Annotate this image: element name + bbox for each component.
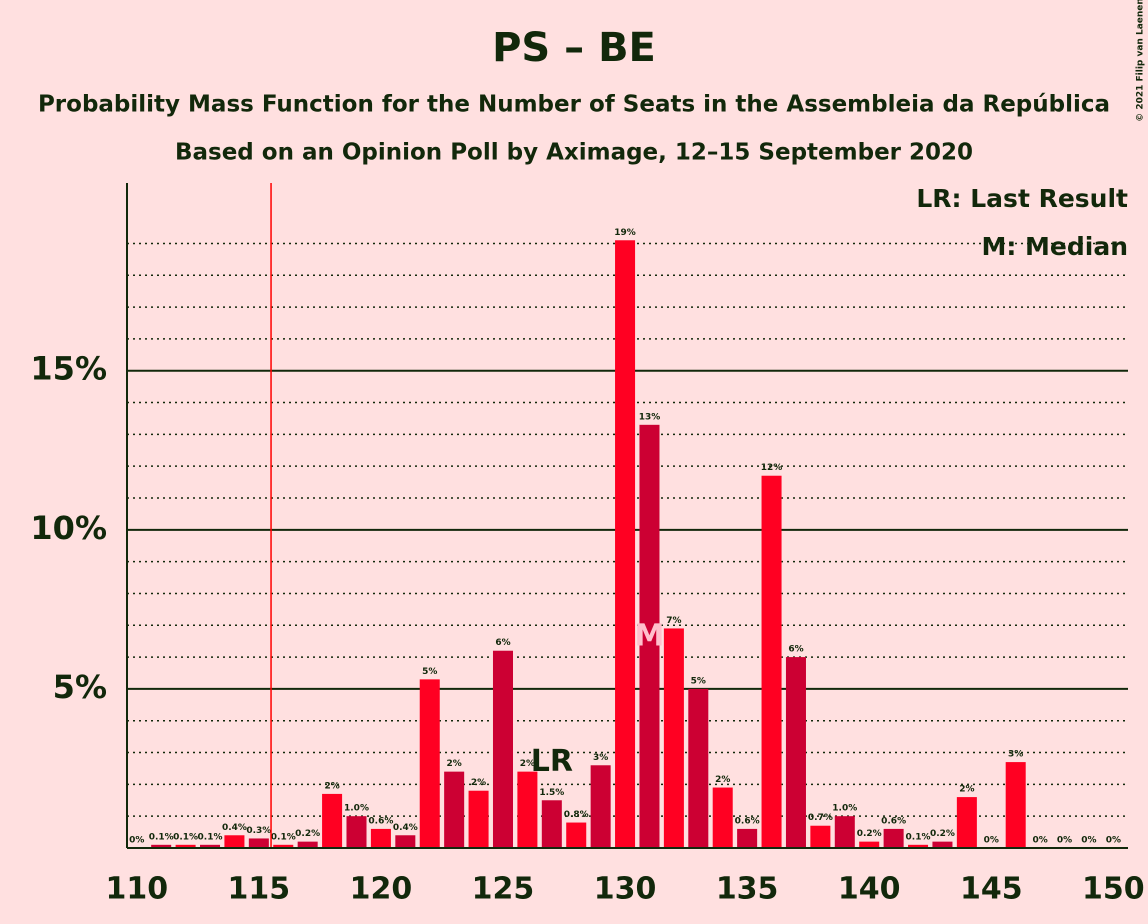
value-label: 0.8% xyxy=(564,810,589,820)
bar xyxy=(444,771,465,848)
value-label: 0% xyxy=(1057,836,1072,846)
bar xyxy=(322,793,343,848)
bar xyxy=(370,828,391,848)
chart-subtitle: Probability Mass Function for the Number… xyxy=(38,92,1110,118)
value-label: 0.1% xyxy=(173,832,198,842)
bar xyxy=(932,841,953,848)
bar xyxy=(541,800,562,848)
bar xyxy=(492,650,513,848)
value-label: 6% xyxy=(495,638,510,648)
value-label: 13% xyxy=(639,412,661,422)
value-label: 0.1% xyxy=(906,832,931,842)
value-label: 0.1% xyxy=(149,832,174,842)
value-label: 5% xyxy=(691,676,706,686)
value-label: 0.2% xyxy=(295,829,320,839)
bar xyxy=(639,424,660,848)
value-label: 0% xyxy=(984,836,999,846)
bar xyxy=(737,828,758,848)
annotation: M xyxy=(635,618,665,653)
value-label: 0% xyxy=(1032,836,1047,846)
x-tick-label: 120 xyxy=(350,872,413,907)
bar xyxy=(175,844,196,848)
value-label: 2% xyxy=(715,775,730,785)
x-tick-label: 125 xyxy=(472,872,535,907)
value-label: 2% xyxy=(959,785,974,795)
value-label: 0.6% xyxy=(735,816,760,826)
legend-entry: LR: Last Result xyxy=(916,184,1128,213)
copyright: © 2021 Filip van Laenen xyxy=(1136,0,1146,122)
value-label: 0% xyxy=(1106,836,1121,846)
x-tick-label: 150 xyxy=(1082,872,1145,907)
bar xyxy=(248,838,269,848)
bar xyxy=(468,790,489,848)
bar xyxy=(834,816,855,848)
x-tick-label: 140 xyxy=(838,872,901,907)
legend-entry: M: Median xyxy=(981,232,1128,261)
annotation: LR xyxy=(531,744,573,779)
x-tick-label: 110 xyxy=(105,872,168,907)
bar xyxy=(883,828,904,848)
value-label: 2% xyxy=(471,778,486,788)
value-label: 0.6% xyxy=(881,816,906,826)
value-label: 7% xyxy=(666,616,681,626)
value-label: 19% xyxy=(614,228,636,238)
bar xyxy=(908,844,929,848)
bar xyxy=(566,822,587,848)
bar xyxy=(688,688,709,848)
bar xyxy=(956,797,977,848)
value-label: 0.2% xyxy=(857,829,882,839)
bar xyxy=(346,816,367,848)
bar xyxy=(151,844,172,848)
bar xyxy=(199,844,221,848)
bar xyxy=(859,841,880,848)
bar xyxy=(395,835,416,848)
bar xyxy=(663,628,684,848)
value-label: 0.4% xyxy=(222,823,247,833)
y-tick-label: 15% xyxy=(30,350,107,388)
bar xyxy=(419,679,440,848)
value-label: 0.4% xyxy=(393,823,418,833)
value-label: 3% xyxy=(1008,750,1023,760)
value-label: 5% xyxy=(422,667,437,677)
value-label: 2% xyxy=(447,759,462,769)
value-label: 6% xyxy=(788,645,803,655)
y-tick-label: 10% xyxy=(30,509,107,547)
x-tick-label: 145 xyxy=(960,872,1023,907)
x-tick-label: 135 xyxy=(716,872,779,907)
bar xyxy=(810,825,831,848)
x-tick-label: 130 xyxy=(594,872,657,907)
bar xyxy=(712,787,733,848)
bar xyxy=(615,240,636,849)
y-tick-label: 5% xyxy=(53,668,107,706)
value-label: 1.0% xyxy=(344,804,369,814)
value-label: 2% xyxy=(324,781,339,791)
value-label: 2% xyxy=(520,759,535,769)
value-label: 0.3% xyxy=(246,826,271,836)
value-label: 0.1% xyxy=(198,832,223,842)
value-label: 0% xyxy=(1081,836,1096,846)
value-label: 12% xyxy=(761,463,783,473)
value-label: 0.6% xyxy=(368,816,393,826)
value-label: 0% xyxy=(129,836,144,846)
value-label: 0.1% xyxy=(271,832,296,842)
bar xyxy=(761,475,782,848)
value-label: 0.7% xyxy=(808,813,833,823)
value-label: 3% xyxy=(593,753,608,763)
value-label: 1.5% xyxy=(539,788,564,798)
bar xyxy=(785,657,806,848)
bar xyxy=(273,844,294,848)
chart-subtitle: Based on an Opinion Poll by Aximage, 12–… xyxy=(175,140,973,166)
bar xyxy=(1005,762,1026,848)
chart-title: PS – BE xyxy=(492,25,656,71)
bar xyxy=(297,841,318,848)
value-label: 0.2% xyxy=(930,829,955,839)
bar xyxy=(590,765,611,848)
value-label: 1.0% xyxy=(832,804,857,814)
x-tick-label: 115 xyxy=(228,872,291,907)
bar xyxy=(517,771,538,848)
bar xyxy=(224,835,245,848)
